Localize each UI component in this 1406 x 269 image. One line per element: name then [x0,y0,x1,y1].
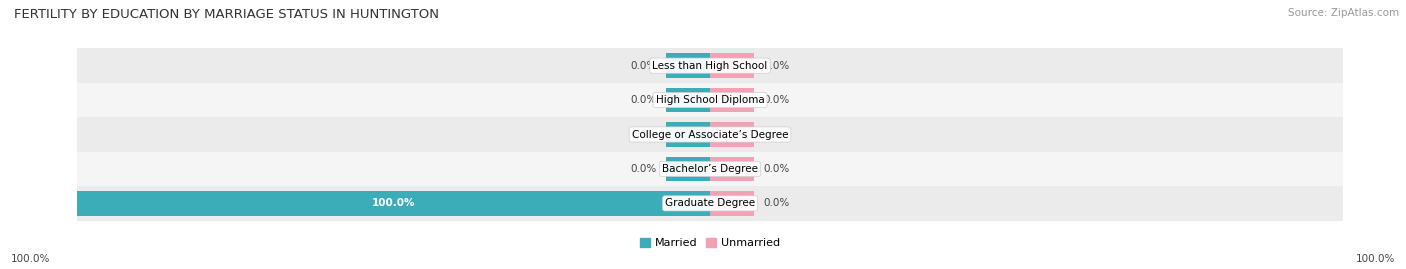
Text: 0.0%: 0.0% [630,129,657,140]
Bar [710,157,755,181]
Text: FERTILITY BY EDUCATION BY MARRIAGE STATUS IN HUNTINGTON: FERTILITY BY EDUCATION BY MARRIAGE STATU… [14,8,439,21]
Text: 0.0%: 0.0% [630,95,657,105]
Bar [77,117,1343,152]
Text: 100.0%: 100.0% [373,198,415,208]
Bar [710,122,755,147]
Text: High School Diploma: High School Diploma [655,95,765,105]
Text: Graduate Degree: Graduate Degree [665,198,755,208]
Bar [666,157,710,181]
Text: 100.0%: 100.0% [1355,254,1395,264]
Bar [710,88,755,112]
Text: 0.0%: 0.0% [630,164,657,174]
Text: 0.0%: 0.0% [763,61,790,71]
Bar [710,53,755,78]
Text: Bachelor’s Degree: Bachelor’s Degree [662,164,758,174]
Text: 0.0%: 0.0% [763,198,790,208]
Text: College or Associate’s Degree: College or Associate’s Degree [631,129,789,140]
Text: 0.0%: 0.0% [763,95,790,105]
Text: Less than High School: Less than High School [652,61,768,71]
Text: 0.0%: 0.0% [763,129,790,140]
Bar [77,152,1343,186]
Bar [77,83,1343,117]
Text: 100.0%: 100.0% [11,254,51,264]
Legend: Married, Unmarried: Married, Unmarried [636,233,785,253]
Text: Source: ZipAtlas.com: Source: ZipAtlas.com [1288,8,1399,18]
Bar [77,48,1343,83]
Bar [710,191,755,216]
Bar [77,191,710,216]
Bar [666,88,710,112]
Text: 0.0%: 0.0% [763,164,790,174]
Text: 0.0%: 0.0% [630,61,657,71]
Bar [666,53,710,78]
Bar [77,186,1343,221]
Bar [666,122,710,147]
